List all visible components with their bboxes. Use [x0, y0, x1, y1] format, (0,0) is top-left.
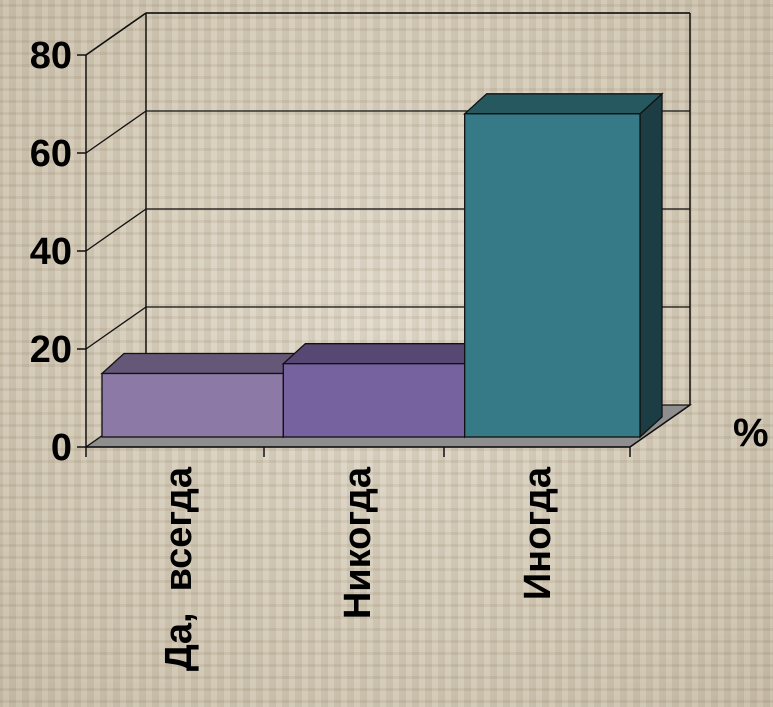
bar-side-2 [639, 92, 663, 439]
category-label-2: Иногда [517, 466, 559, 600]
y-tick-label: 20 [30, 329, 72, 371]
category-label-1: Никогда [337, 466, 379, 619]
unit-label: % [733, 411, 769, 455]
bar-top-2 [462, 93, 664, 115]
y-tick-labels: 0 20 40 60 80 [30, 35, 72, 469]
bar-1 [281, 342, 489, 439]
category-label-0: Да, всегда [158, 466, 200, 671]
y-tick-label: 0 [51, 427, 72, 469]
bar-front-2 [464, 113, 641, 438]
bar-front-1 [282, 363, 466, 438]
gridline-side [85, 208, 147, 252]
gridline-side [85, 306, 147, 350]
bar-top-1 [281, 343, 489, 365]
bar-front-0 [101, 372, 284, 438]
y-tick-label: 40 [30, 231, 72, 273]
bars [100, 92, 664, 439]
bar-2 [462, 92, 664, 439]
bar-0 [100, 352, 308, 439]
y-tick-label: 60 [30, 133, 72, 175]
category-labels: Да, всегда Никогда Иногда [158, 466, 559, 671]
axes [77, 54, 691, 457]
y-tick-label: 80 [30, 35, 72, 77]
gridline-side [85, 12, 147, 56]
bar-top-0 [100, 352, 308, 375]
x-axis-depth-edge [629, 404, 691, 448]
gridline-side [85, 110, 147, 154]
